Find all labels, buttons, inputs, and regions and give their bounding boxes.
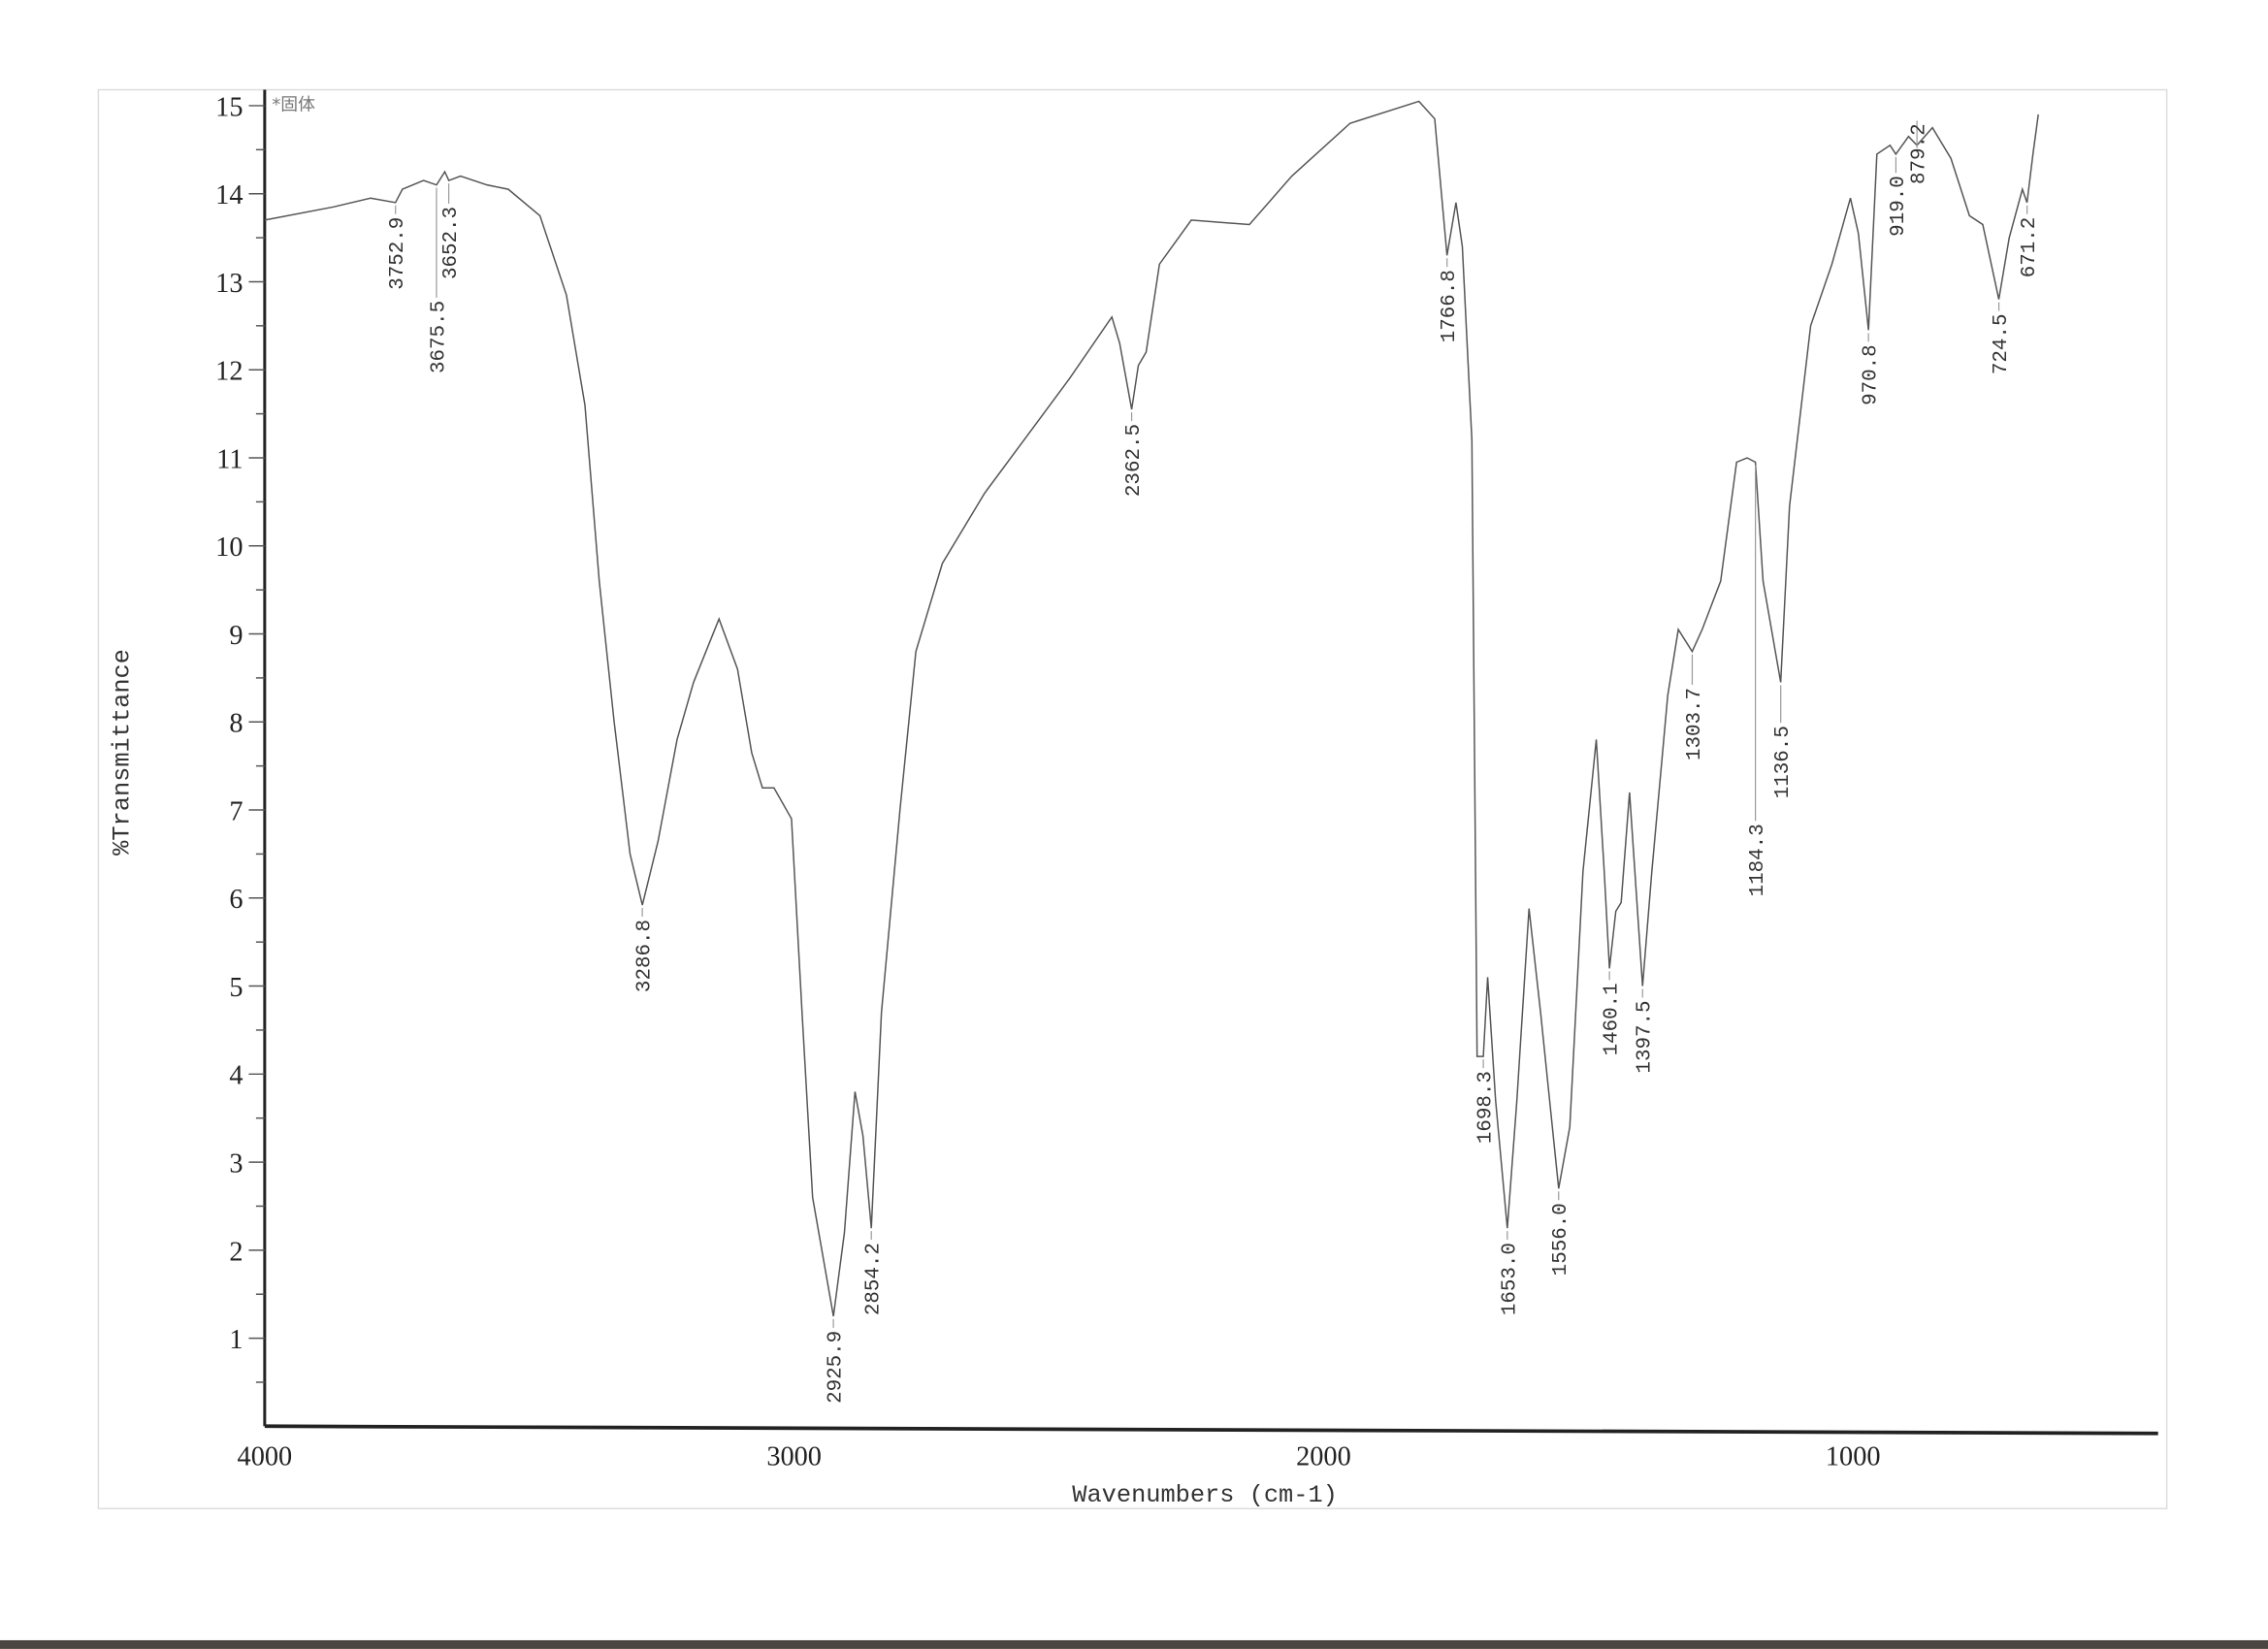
x-axis-line xyxy=(264,1424,2158,1436)
y-tick-label: 3 xyxy=(229,1149,243,1180)
peak-label: 2362.5 xyxy=(1123,424,1146,497)
peak-label: 1698.3 xyxy=(1475,1071,1498,1144)
y-tick-label: 2 xyxy=(229,1237,243,1267)
scanner-edge xyxy=(0,1639,2268,1649)
x-tick-label: 3000 xyxy=(766,1442,822,1472)
page-frame xyxy=(97,88,2168,1510)
peak-label: 1397.5 xyxy=(1635,1000,1657,1073)
x-tick-label: 1000 xyxy=(1826,1442,1881,1472)
y-tick-label: 1 xyxy=(229,1325,243,1355)
peak-label: 1460.1 xyxy=(1602,983,1624,1055)
y-tick-label: 6 xyxy=(229,885,243,915)
x-tick-label: 2000 xyxy=(1296,1442,1351,1472)
peak-label: 671.2 xyxy=(2019,217,2041,278)
y-tick-label: 14 xyxy=(215,180,243,210)
peak-label: 970.8 xyxy=(1861,344,1883,405)
peak-label: 919.0 xyxy=(1888,176,1910,237)
peak-label: 3652.3 xyxy=(440,207,463,279)
peak-label: 1136.5 xyxy=(1772,726,1795,798)
y-tick-label: 11 xyxy=(216,444,243,474)
peak-label: 2925.9 xyxy=(826,1331,848,1404)
y-tick-label: 12 xyxy=(215,357,243,387)
peak-label: 1653.0 xyxy=(1499,1243,1521,1315)
y-tick-label: 4 xyxy=(229,1061,243,1091)
peak-label: 1766.8 xyxy=(1439,270,1461,342)
peak-label: 3752.9 xyxy=(387,217,409,290)
y-tick-label: 5 xyxy=(229,973,243,1003)
y-tick-label: 9 xyxy=(229,621,243,651)
x-axis-label: Wavenumbers (cm-1) xyxy=(1072,1481,1338,1509)
peak-labels: 3752.9 3675.5 3652.3 3286.8 2925.9 2854.2 2362… xyxy=(387,120,2041,1404)
peak-label: 1556.0 xyxy=(1550,1203,1572,1276)
y-tick-label: 8 xyxy=(229,709,243,739)
peak-label: 3286.8 xyxy=(634,920,657,992)
spectrum-line xyxy=(264,100,2039,1317)
x-tick-label: 4000 xyxy=(238,1442,293,1472)
x-ticks: 4000 3000 2000 1000 xyxy=(238,1442,1881,1472)
y-tick-label: 10 xyxy=(215,533,243,563)
peak-label: 2854.2 xyxy=(863,1243,886,1315)
sample-note: *固体 xyxy=(272,94,315,114)
peak-label: 3675.5 xyxy=(428,301,450,373)
peak-label: 724.5 xyxy=(1991,314,2013,375)
y-axis-label: %Transmittance xyxy=(109,649,137,856)
y-tick-label: 15 xyxy=(215,92,243,122)
peak-label: 879.2 xyxy=(1909,123,1931,184)
y-tick-label: 13 xyxy=(215,269,243,299)
peak-label: 1303.7 xyxy=(1684,688,1706,760)
peak-label: 1184.3 xyxy=(1747,824,1769,896)
y-tick-label: 7 xyxy=(229,796,243,826)
